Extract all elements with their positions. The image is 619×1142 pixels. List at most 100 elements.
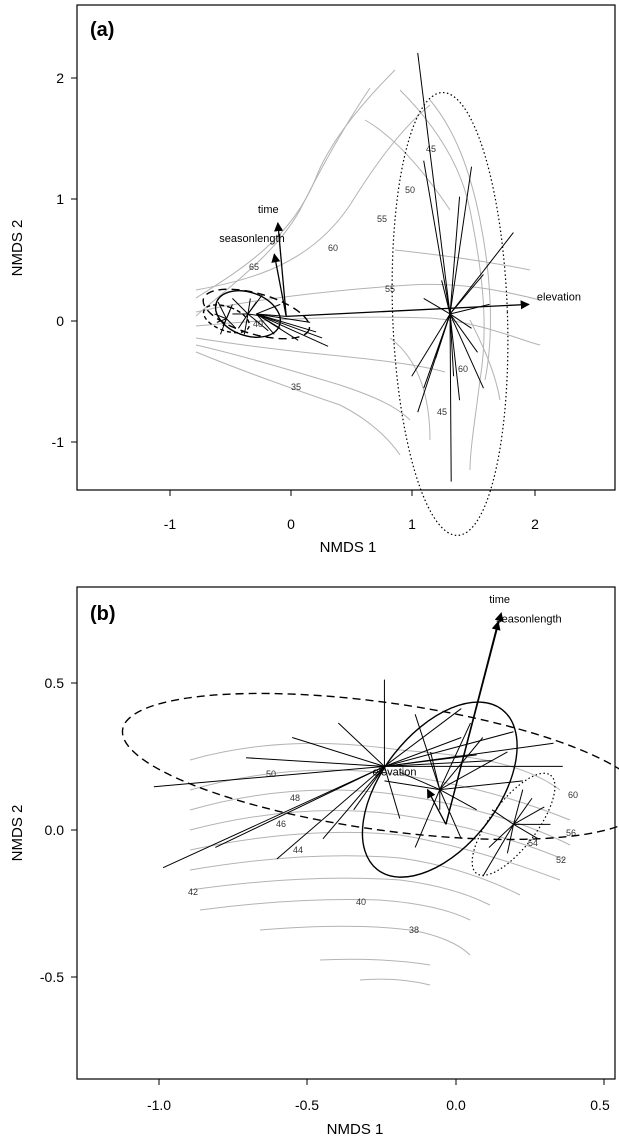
site-spoke	[232, 298, 249, 315]
site-spoke	[513, 789, 524, 825]
site-spoke	[449, 313, 461, 401]
contour-label: 46	[276, 819, 286, 829]
y-tick-label: 1	[56, 191, 64, 207]
vector-label-time: time	[258, 204, 279, 216]
contour-line	[189, 789, 571, 846]
contour-line	[189, 855, 521, 896]
x-tick-label: 2	[531, 516, 539, 532]
site-spoke	[417, 52, 451, 315]
x-tick-label: -0.5	[295, 1097, 319, 1113]
group-ellipse-solid	[214, 290, 282, 338]
site-spoke	[217, 301, 227, 319]
vector-arrow-elevation	[426, 788, 447, 825]
y-axis-label-a: NMDS 2	[9, 220, 26, 277]
y-axis-label-b: NMDS 2	[9, 805, 26, 862]
site-spoke	[449, 313, 472, 329]
site-spoke	[513, 797, 533, 825]
contour-line	[469, 319, 501, 401]
site-spoke	[430, 751, 441, 790]
contour-labels-b: 60 56 54 52 50 48 46 44 42 40 38	[188, 769, 578, 935]
site-spoke	[256, 313, 287, 317]
site-spoke	[256, 313, 311, 323]
y-tick-label: 2	[56, 70, 64, 86]
contour-labels-a: 65 60 55 55 50 45 40 35 60 45	[249, 144, 468, 417]
panel-b: (b) 60 56 54 52 50 48 46 44 42 40 38	[9, 586, 619, 1138]
y-axis-a: -1 0 1 2 NMDS 2	[9, 70, 77, 450]
panel-a: (a) 65 60 55 55 50 45 40 35	[9, 4, 616, 556]
site-spoke	[435, 313, 451, 359]
y-tick-label: 0.5	[45, 675, 65, 691]
contour-line	[259, 925, 471, 956]
site-spoke	[256, 313, 323, 339]
contour-label: 60	[458, 364, 468, 374]
x-axis-a: -1 0 1 2 NMDS 1	[164, 490, 539, 556]
contour-line	[189, 877, 491, 906]
vector-label-elevation: elevation	[537, 291, 581, 303]
contours-b	[189, 742, 571, 986]
site-spoke	[449, 196, 461, 315]
contour-label: 44	[293, 845, 303, 855]
contour-line	[399, 89, 485, 471]
contour-label: 45	[437, 407, 447, 417]
contour-label: 40	[253, 319, 263, 329]
vector-label-seasonlength: seasonlength	[496, 614, 561, 626]
site-spoke	[222, 318, 227, 327]
site-spoke	[449, 313, 452, 482]
site-spoke	[255, 313, 275, 335]
vector-arrow-time	[274, 222, 287, 317]
contour-line	[364, 119, 451, 211]
site-spoke	[439, 722, 471, 790]
contour-label: 48	[290, 793, 300, 803]
contour-label: 55	[377, 214, 387, 224]
panel-label-b: (b)	[90, 603, 116, 625]
site-spoke	[247, 313, 269, 332]
contour-line	[199, 899, 471, 921]
site-spoke	[449, 303, 490, 315]
group-ellipse-dotted	[471, 772, 556, 876]
site-spoke	[337, 722, 385, 767]
site-spoke	[449, 232, 514, 315]
x-axis-label-b: NMDS 1	[327, 1121, 384, 1138]
contour-line	[359, 978, 431, 986]
site-spoke	[384, 737, 462, 767]
contour-line	[389, 337, 431, 441]
contour-line	[195, 337, 446, 373]
site-spoke	[513, 806, 545, 825]
site-spoke	[153, 765, 385, 788]
contour-line	[189, 769, 571, 821]
contour-label: 40	[356, 897, 366, 907]
site-spoke	[449, 166, 473, 315]
site-spoke	[423, 297, 451, 315]
site-spoke	[276, 766, 385, 860]
contour-line	[195, 316, 541, 346]
site-spoke	[439, 789, 462, 839]
contour-line	[429, 99, 491, 381]
site-spoke	[423, 160, 451, 315]
contour-label: 60	[328, 243, 338, 253]
group-ellipse-dashed	[202, 288, 311, 340]
x-tick-label: 0	[287, 516, 295, 532]
x-axis-b: -1.0 -0.5 0.0 0.5 NMDS 1	[147, 1079, 610, 1138]
site-spoke	[449, 313, 455, 377]
contour-line	[189, 809, 566, 861]
contour-line	[195, 351, 401, 456]
contour-line	[394, 249, 531, 271]
y-tick-label: -1	[52, 434, 65, 450]
site-spoke	[414, 789, 441, 848]
site-spoke	[353, 766, 385, 811]
x-tick-label: -1	[164, 516, 177, 532]
contour-label: 65	[249, 262, 259, 272]
contour-label: 56	[566, 828, 576, 838]
contour-label: 52	[556, 855, 566, 865]
site-spoke	[506, 824, 515, 854]
contours-a	[195, 69, 541, 471]
site-spoke	[384, 760, 493, 767]
vector-arrow-seasonlength	[445, 620, 501, 825]
site-spoke	[162, 765, 385, 869]
site-spoke	[482, 824, 514, 877]
y-tick-label: 0.0	[45, 822, 65, 838]
vector-label-elevation: elevation	[372, 767, 416, 779]
site-spoke	[488, 823, 514, 848]
site-spoke	[215, 765, 385, 848]
